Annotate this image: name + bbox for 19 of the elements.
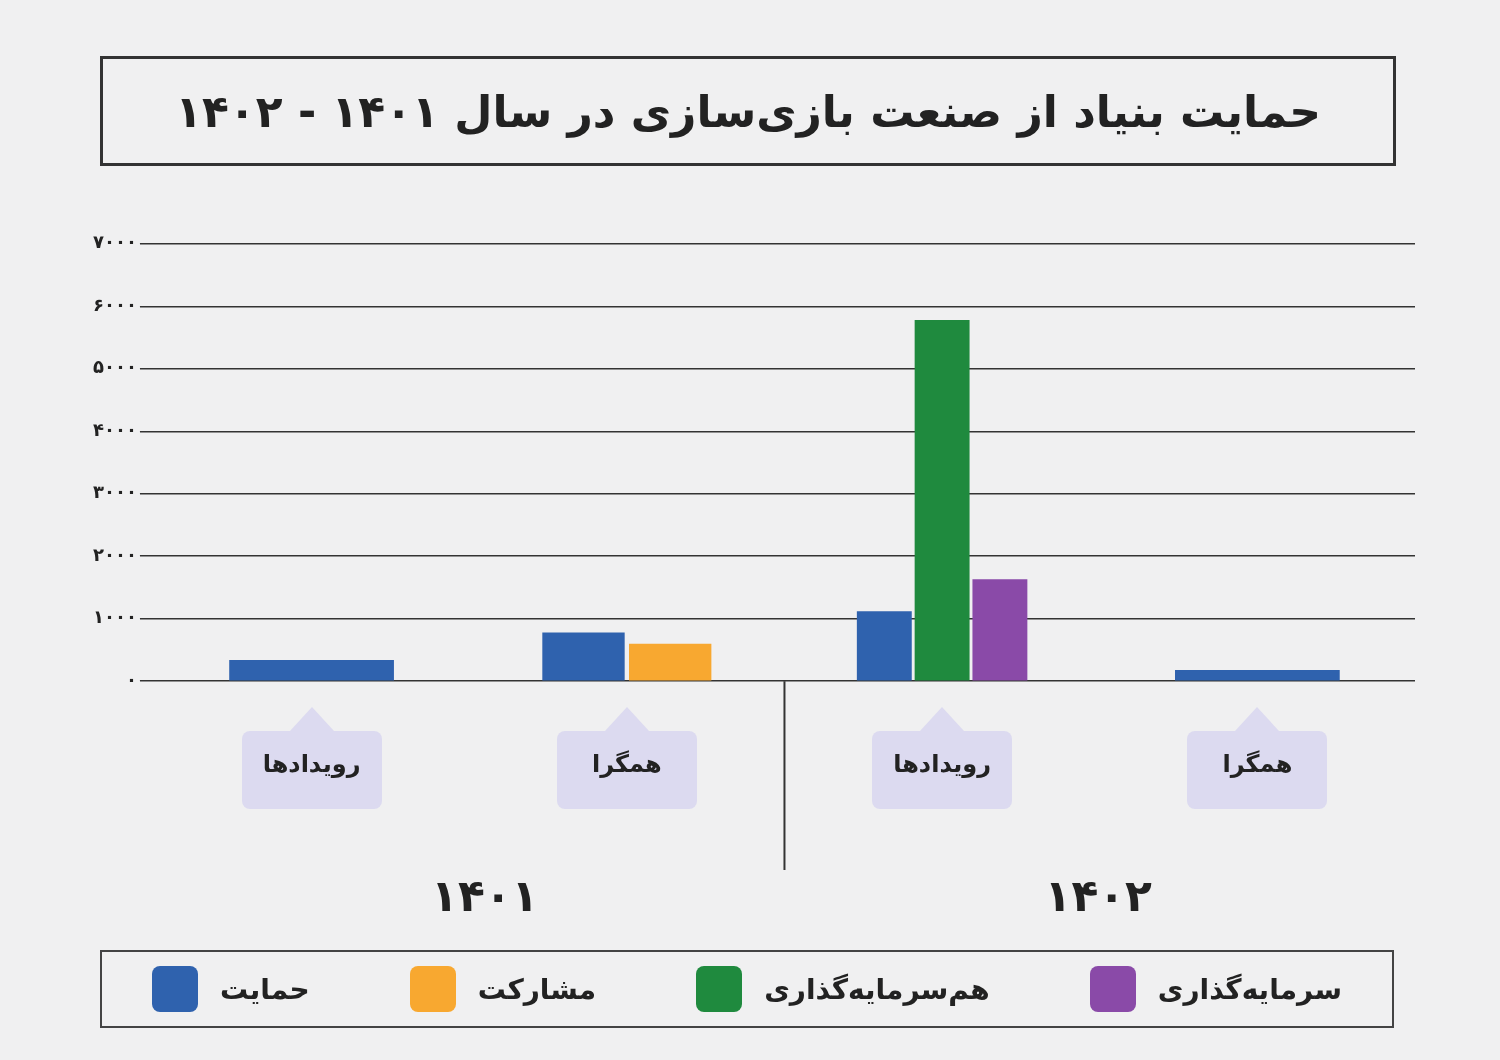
x-tick-label: همگرا <box>1222 749 1293 778</box>
x-tick-label: رویدادها <box>262 749 361 778</box>
legend-label: مشارکت <box>477 972 597 1006</box>
x-tick-label: رویدادها <box>893 749 992 778</box>
legend-label: حمایت <box>220 972 310 1006</box>
text: ۱۴۰۱ <box>430 870 540 921</box>
legend-label: هم‌سرمایه‌گذاری <box>764 972 990 1006</box>
y-tick-label: ۷۰۰۰ <box>92 231 137 253</box>
y-tick-label: ۵۰۰۰ <box>92 356 137 378</box>
y-tick-label: ۰ <box>125 668 137 690</box>
text: ۱۴۰۲ <box>1043 870 1153 921</box>
chart-title: حمایت بنیاد از صنعت بازی‌سازی در سال ۱۴۰۱ - ۱۴۰۲ <box>100 56 1396 166</box>
y-tick-label: ۶۰۰۰ <box>92 293 137 315</box>
y-tick-label: ۳۰۰۰ <box>92 481 137 503</box>
y-tick-label: ۲۰۰۰ <box>92 543 137 565</box>
legend-label: سرمایه‌گذاری <box>1157 972 1342 1006</box>
y-tick-label: ۱۰۰۰ <box>92 606 137 628</box>
y-tick-label: ۴۰۰۰ <box>92 418 137 440</box>
x-tick-label: همگرا <box>591 749 662 778</box>
